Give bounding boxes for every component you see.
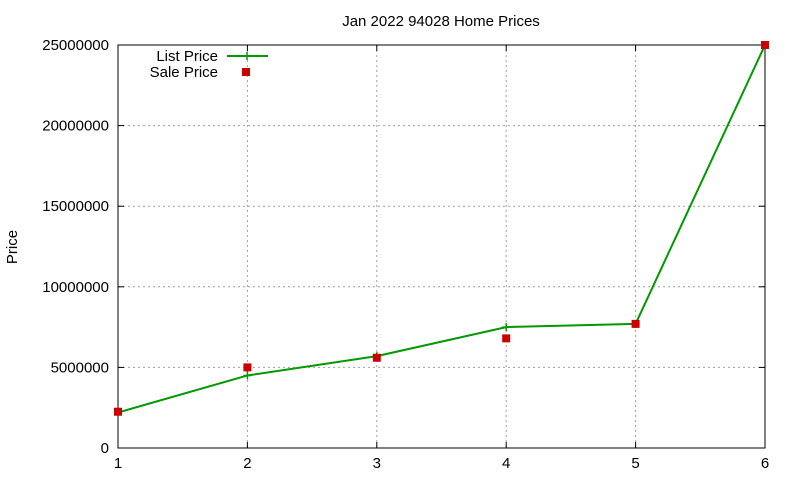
plot-frame [117,44,766,449]
sale-price-point [114,407,122,416]
sale-price-point [372,353,381,362]
sale-price-point [502,334,511,343]
y-tick-label: 20000000 [42,118,109,135]
sale-price-point [761,41,769,49]
grid [118,45,765,448]
x-tick-label: 1 [114,455,122,472]
series [114,41,769,417]
legend-marker-list-price [243,52,251,60]
x-tick-label: 3 [373,455,381,472]
sale-price-point [243,363,252,372]
legend-marker-sale-price [242,68,250,76]
legend-label-sale-price: Sale Price [150,64,218,81]
x-tick-label: 4 [502,455,510,472]
y-axis-label: Price [4,230,21,264]
y-tick-label: 5000000 [51,359,109,376]
legend-label-list-price: List Price [156,48,218,65]
list-price-line [117,44,766,414]
x-tick-label: 6 [761,455,769,472]
list-price-point [243,371,252,380]
y-tick-label: 25000000 [42,37,109,54]
chart-title: Jan 2022 94028 Home Prices [342,13,540,30]
y-tick-label: 10000000 [42,279,109,296]
axis-ticks: 0 5000000 10000000 15000000 20000000 25000000… [42,37,769,472]
list-price-point [502,323,511,332]
x-tick-label: 2 [243,455,251,472]
y-tick-label: 0 [101,440,109,457]
y-tick-label: 15000000 [42,198,109,215]
x-tick-label: 5 [631,455,639,472]
sale-price-point [631,319,640,328]
